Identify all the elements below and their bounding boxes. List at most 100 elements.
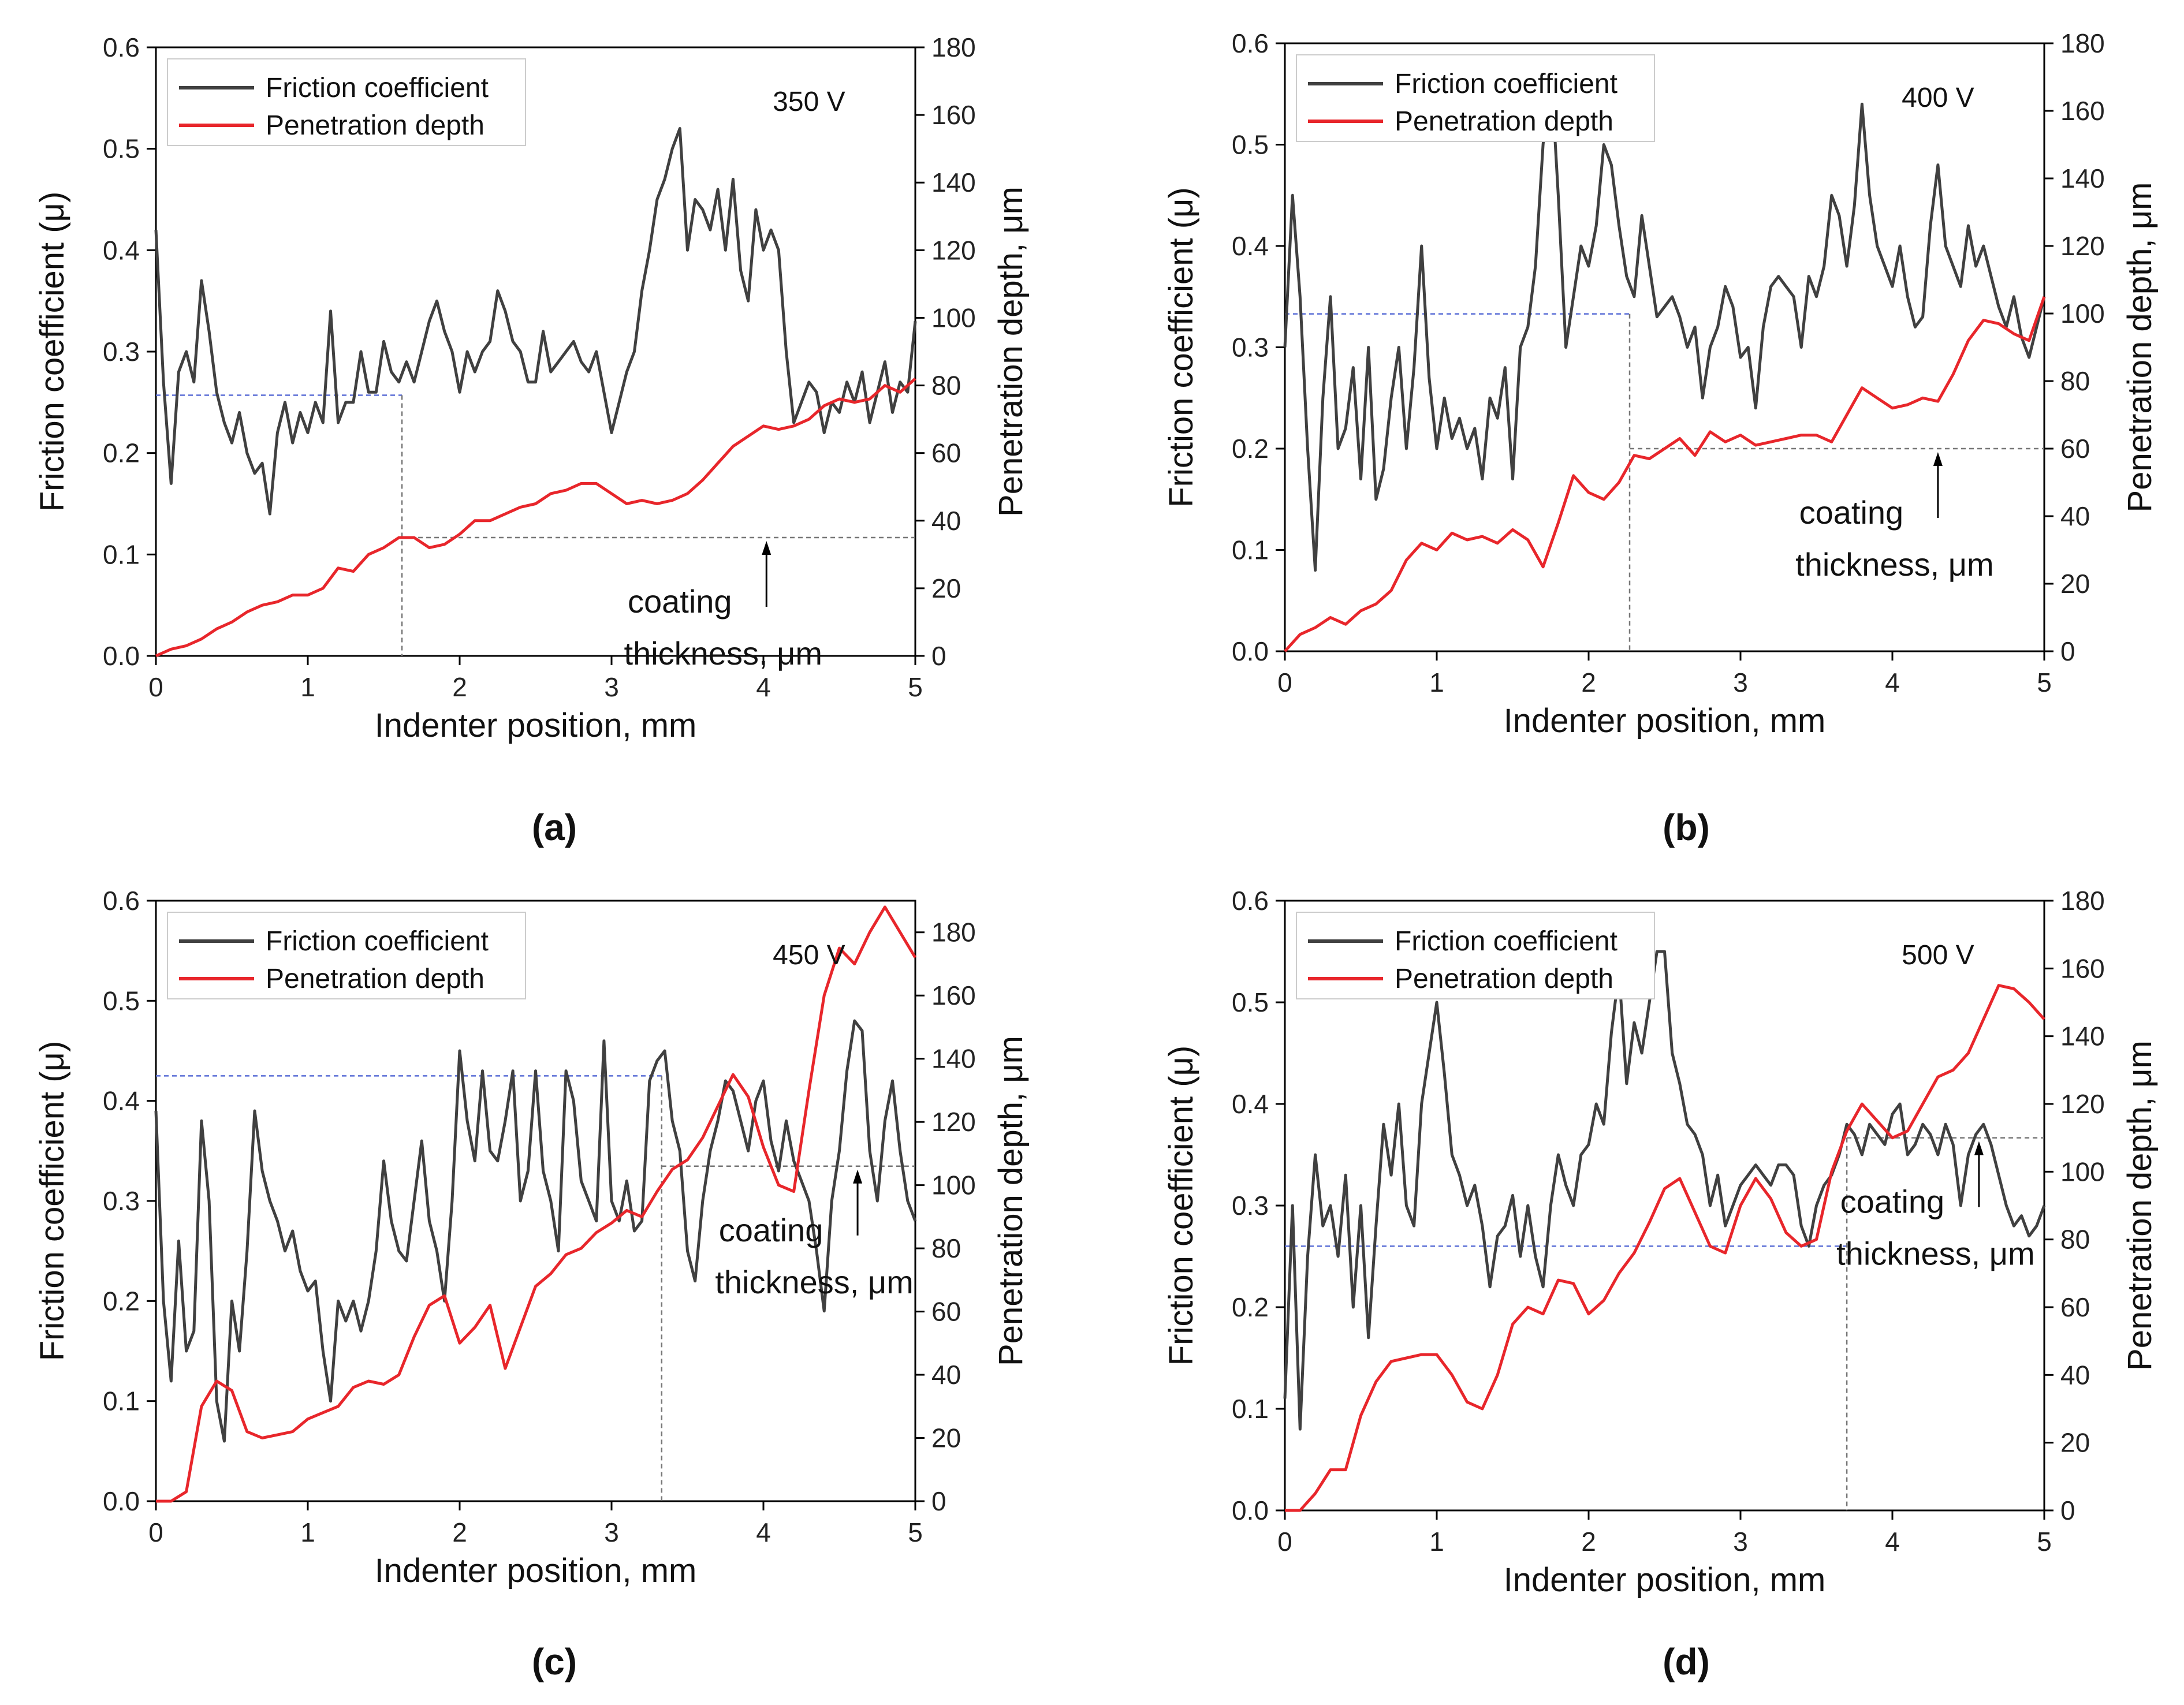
x-tick-label: 2 — [452, 1517, 467, 1547]
x-tick-label: 4 — [756, 1517, 771, 1547]
coating-label-line2: thickness, μm — [1795, 546, 1993, 583]
legend-label-friction: Friction coefficient — [266, 73, 489, 103]
y-right-tick-label: 0 — [2060, 1495, 2075, 1525]
legend-box — [1296, 54, 1655, 142]
y-left-tick-label: 0.6 — [1232, 28, 1269, 58]
panel-label: (c) — [532, 1641, 577, 1682]
y-right-tick-label: 100 — [931, 303, 976, 333]
x-tick-label: 0 — [1277, 1527, 1292, 1557]
x-tick-label: 2 — [1581, 667, 1596, 697]
panel-label: (a) — [532, 807, 577, 848]
y-right-tick-label: 60 — [931, 1297, 961, 1327]
legend-box — [167, 58, 526, 146]
y-right-tick-label: 40 — [931, 506, 961, 536]
y-left-tick-label: 0.4 — [103, 235, 140, 265]
x-tick-label: 5 — [908, 672, 923, 702]
y-right-tick-label: 160 — [2060, 953, 2105, 983]
legend-label-penetration: Penetration depth — [266, 964, 484, 994]
x-tick-label: 1 — [300, 1517, 315, 1547]
y-right-tick-label: 20 — [931, 573, 961, 603]
penetration-depth-line — [1285, 984, 2045, 1512]
x-tick-label: 1 — [1429, 667, 1444, 697]
y-right-tick-label: 140 — [931, 167, 976, 197]
friction-coefficient-line — [1283, 950, 2046, 1431]
coating-arrow-head — [1933, 452, 1943, 466]
x-tick-label: 3 — [1733, 667, 1748, 697]
penetration-depth-line — [155, 377, 916, 658]
x-axis-title: Indenter position, mm — [375, 1552, 697, 1590]
y-right-tick-label: 80 — [2060, 1225, 2090, 1255]
coating-label-line2: thickness, μm — [624, 635, 822, 671]
y-left-tick-label: 0.3 — [1232, 1191, 1269, 1221]
y-right-tick-label: 40 — [2060, 1360, 2090, 1390]
legend-label-friction: Friction coefficient — [1395, 69, 1617, 99]
y-right-tick-label: 180 — [931, 917, 976, 947]
y-right-tick-label: 20 — [931, 1423, 961, 1453]
x-tick-label: 4 — [756, 672, 771, 702]
x-tick-label: 2 — [1581, 1527, 1596, 1557]
legend-label-penetration: Penetration depth — [1395, 964, 1613, 994]
y-right-tick-label: 80 — [931, 371, 961, 401]
y-left-tick-label: 0.3 — [103, 1186, 140, 1216]
y-left-tick-label: 0.5 — [103, 986, 140, 1016]
y-left-tick-label: 0.2 — [103, 1286, 140, 1316]
friction-coefficient-line — [154, 127, 917, 516]
x-axis-title: Indenter position, mm — [1504, 702, 1826, 740]
y-right-tick-label: 100 — [931, 1170, 976, 1200]
y-right-tick-label: 160 — [931, 980, 976, 1010]
y-right-tick-label: 140 — [931, 1044, 976, 1074]
y-right-tick-label: 180 — [2060, 28, 2105, 58]
y-right-axis-title: Penetration depth, μm — [992, 1036, 1030, 1366]
y-left-axis-title: Friction coefficient (μ) — [33, 1041, 71, 1361]
y-left-tick-label: 0.2 — [1232, 434, 1269, 464]
x-tick-label: 1 — [1429, 1527, 1444, 1557]
chart-panel-b: 0 1 2 3 4 5 0.0 0.1 0.2 0.3 0.4 0.5 0.6 0 20 40 60 80 100 1… — [1162, 28, 2159, 848]
y-left-tick-label: 0.6 — [103, 32, 140, 62]
y-right-tick-label: 160 — [931, 100, 976, 130]
y-left-tick-label: 0.5 — [103, 134, 140, 164]
coating-label-line2: thickness, μm — [1836, 1236, 2034, 1272]
x-tick-label: 5 — [2037, 1527, 2052, 1557]
friction-coefficient-line — [1283, 62, 2046, 572]
y-right-tick-label: 140 — [2060, 163, 2105, 193]
y-right-tick-label: 0 — [931, 1486, 946, 1516]
x-axis-title: Indenter position, mm — [375, 707, 697, 744]
y-right-tick-label: 0 — [931, 641, 946, 671]
x-tick-label: 1 — [300, 672, 315, 702]
y-right-tick-label: 140 — [2060, 1021, 2105, 1051]
voltage-annotation: 400 V — [1902, 83, 1974, 113]
panel-label: (d) — [1663, 1641, 1710, 1682]
y-left-tick-label: 0.6 — [1232, 886, 1269, 916]
y-left-tick-label: 0.1 — [1232, 535, 1269, 565]
panel-label: (b) — [1663, 807, 1710, 848]
x-tick-label: 4 — [1885, 1527, 1900, 1557]
y-right-tick-label: 120 — [931, 1107, 976, 1137]
penetration-depth-line — [1284, 296, 2046, 652]
y-right-tick-label: 120 — [931, 235, 976, 265]
y-left-tick-label: 0.5 — [1232, 130, 1269, 160]
legend-label-penetration: Penetration depth — [1395, 106, 1613, 137]
x-tick-label: 0 — [148, 672, 163, 702]
y-left-tick-label: 0.3 — [1232, 333, 1269, 363]
x-axis-title: Indenter position, mm — [1504, 1561, 1826, 1599]
penetration-depth-line — [156, 905, 917, 1503]
coating-label-line1: coating — [628, 583, 732, 620]
y-right-axis-title: Penetration depth, μm — [2121, 1040, 2159, 1371]
y-left-tick-label: 0.0 — [103, 1486, 140, 1516]
y-right-tick-label: 80 — [931, 1233, 961, 1263]
legend-box — [167, 912, 526, 999]
y-left-tick-label: 0.2 — [1232, 1292, 1269, 1322]
y-left-tick-label: 0.1 — [103, 539, 140, 569]
x-tick-label: 5 — [2037, 667, 2052, 697]
coating-arrow-head — [762, 541, 772, 555]
y-left-tick-label: 0.6 — [103, 886, 140, 916]
y-left-tick-label: 0.1 — [1232, 1394, 1269, 1424]
y-right-tick-label: 0 — [2060, 636, 2075, 666]
y-right-axis-title: Penetration depth, μm — [2121, 182, 2159, 513]
friction-coefficient-line — [154, 1019, 917, 1443]
y-left-tick-label: 0.5 — [1232, 987, 1269, 1017]
legend-box — [1296, 912, 1655, 999]
voltage-annotation: 500 V — [1902, 940, 1974, 971]
y-right-tick-label: 100 — [2060, 299, 2105, 329]
x-tick-label: 4 — [1885, 667, 1900, 697]
